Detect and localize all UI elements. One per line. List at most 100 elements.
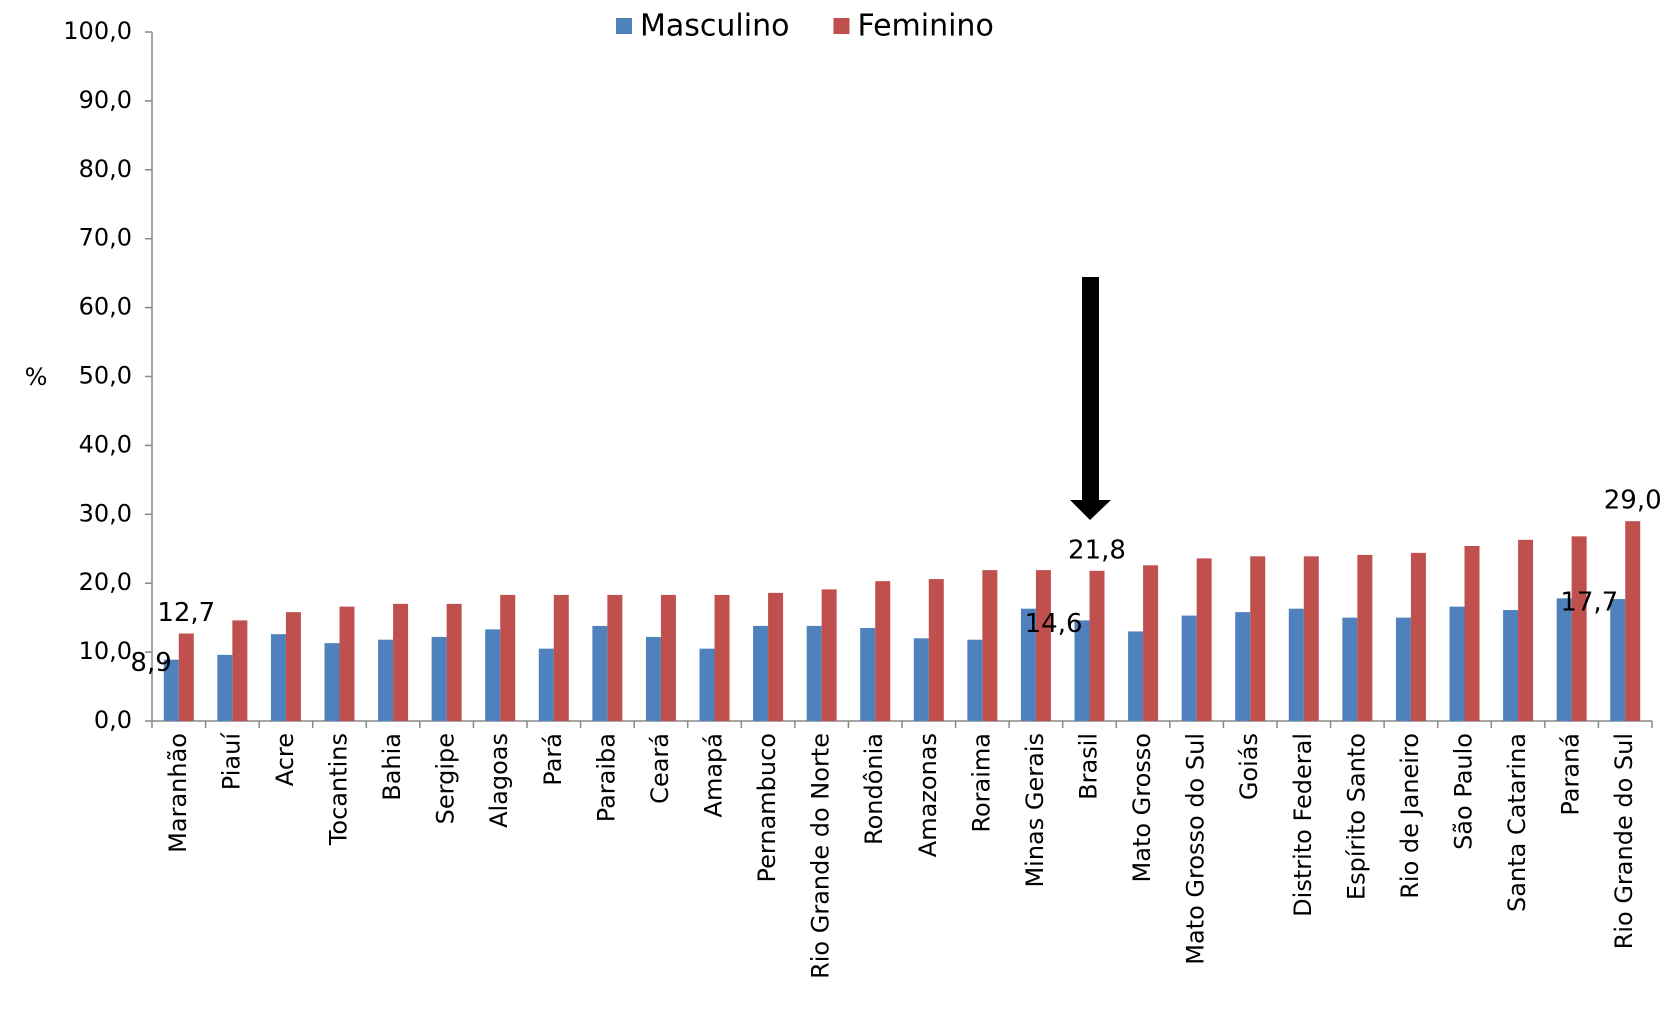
y-tick-label: 0,0 xyxy=(94,706,132,734)
bar xyxy=(1518,539,1534,721)
bar xyxy=(1464,545,1480,721)
x-tick-label: Distrito Federal xyxy=(1289,733,1317,917)
data-label: 14,6 xyxy=(1025,609,1083,639)
bar xyxy=(607,594,623,721)
y-tick-label: 60,0 xyxy=(79,293,132,321)
arrow-shaft xyxy=(1082,277,1099,502)
x-tick-label: Rondônia xyxy=(860,733,888,845)
data-label: 17,7 xyxy=(1560,588,1618,618)
bar xyxy=(1625,521,1641,721)
bar xyxy=(1181,615,1197,721)
y-tick-label: 10,0 xyxy=(79,637,132,665)
bar xyxy=(1196,558,1212,721)
legend-swatch xyxy=(833,18,850,34)
bar xyxy=(446,603,462,721)
arrow-head xyxy=(1070,500,1111,520)
bar xyxy=(431,636,447,721)
legend-label: Masculino xyxy=(640,9,789,44)
data-label: 21,8 xyxy=(1068,535,1126,565)
x-tick-label: Espírito Santo xyxy=(1342,733,1370,900)
x-tick-label: Bahia xyxy=(378,733,406,801)
bar xyxy=(1410,552,1426,721)
x-tick-label: Pará xyxy=(539,733,567,786)
x-tick-label: Rio Grande do Sul xyxy=(1610,733,1638,949)
bar xyxy=(1342,617,1358,721)
bar xyxy=(1235,612,1251,721)
bar xyxy=(324,643,340,721)
x-tick-label: Sergipe xyxy=(432,733,460,824)
bar xyxy=(485,629,501,721)
bar xyxy=(1395,617,1411,721)
x-tick-label: São Paulo xyxy=(1450,733,1478,850)
legend-swatch xyxy=(616,18,632,34)
data-label: 29,0 xyxy=(1604,486,1662,516)
x-tick-label: Amazonas xyxy=(914,733,942,857)
x-tick-label: Maranhão xyxy=(164,733,192,853)
arrow xyxy=(1070,277,1111,520)
bar xyxy=(339,606,355,721)
y-tick-label: 90,0 xyxy=(79,86,132,114)
bar xyxy=(982,570,998,721)
y-tick-label: 80,0 xyxy=(79,155,132,183)
y-tick-label: 20,0 xyxy=(79,568,132,596)
bar xyxy=(553,594,569,721)
bar xyxy=(913,638,929,721)
bar xyxy=(806,625,822,721)
x-tick-label: Piauí xyxy=(217,732,245,791)
bar xyxy=(163,659,179,721)
bar xyxy=(1074,620,1090,721)
bar xyxy=(1303,556,1319,721)
bar xyxy=(860,627,876,721)
bar xyxy=(1035,570,1051,721)
legend: Masculino Feminino xyxy=(616,9,994,44)
bar xyxy=(699,648,715,721)
bar xyxy=(1503,610,1519,721)
bar xyxy=(1288,608,1304,721)
bar xyxy=(1020,608,1036,721)
bar xyxy=(285,612,301,721)
x-tick-label: Brasil xyxy=(1075,733,1103,800)
bar xyxy=(1556,598,1572,721)
bar xyxy=(232,620,248,721)
y-tick-label: 50,0 xyxy=(79,362,132,390)
x-tick-label: Pernambuco xyxy=(753,733,781,882)
bar xyxy=(393,603,409,721)
bar xyxy=(217,654,233,721)
bar xyxy=(378,639,394,721)
bar xyxy=(1143,565,1159,721)
bar xyxy=(714,594,730,721)
data-label: 8,9 xyxy=(130,648,171,678)
x-tick-label: Santa Catarina xyxy=(1503,733,1531,912)
y-tick-label: 30,0 xyxy=(79,499,132,527)
x-tick-label: Ceará xyxy=(646,733,674,804)
y-axis-label: % xyxy=(25,363,48,391)
bar xyxy=(1357,554,1373,721)
x-tick-label: Mato Grosso xyxy=(1128,733,1156,882)
x-tick-label: Paraiba xyxy=(592,733,620,822)
bar xyxy=(538,648,554,721)
bar xyxy=(270,634,286,721)
bar xyxy=(967,639,983,721)
bar xyxy=(1449,606,1465,721)
bar xyxy=(821,589,837,721)
x-tick-label: Goiás xyxy=(1235,733,1263,800)
bar xyxy=(1128,631,1144,721)
bar xyxy=(500,594,516,721)
x-tick-label: Roraima xyxy=(967,733,995,833)
x-tick-label: Amapá xyxy=(700,733,728,817)
x-tick-label: Acre xyxy=(271,733,299,786)
x-tick-label: Rio Grande do Norte xyxy=(807,733,835,979)
x-tick-label: Alagoas xyxy=(485,733,513,828)
y-tick-label: 40,0 xyxy=(79,430,132,458)
bar xyxy=(753,625,769,721)
y-tick-label: 70,0 xyxy=(79,224,132,252)
x-tick-label: Rio de Janeiro xyxy=(1396,733,1424,899)
x-tick-label: Tocantins xyxy=(325,733,353,846)
x-tick-label: Minas Gerais xyxy=(1021,733,1049,888)
legend-label: Feminino xyxy=(857,9,993,44)
bar xyxy=(875,581,891,721)
x-tick-label: Mato Grosso do Sul xyxy=(1182,733,1210,965)
bar xyxy=(1571,536,1587,721)
bar xyxy=(660,594,676,721)
